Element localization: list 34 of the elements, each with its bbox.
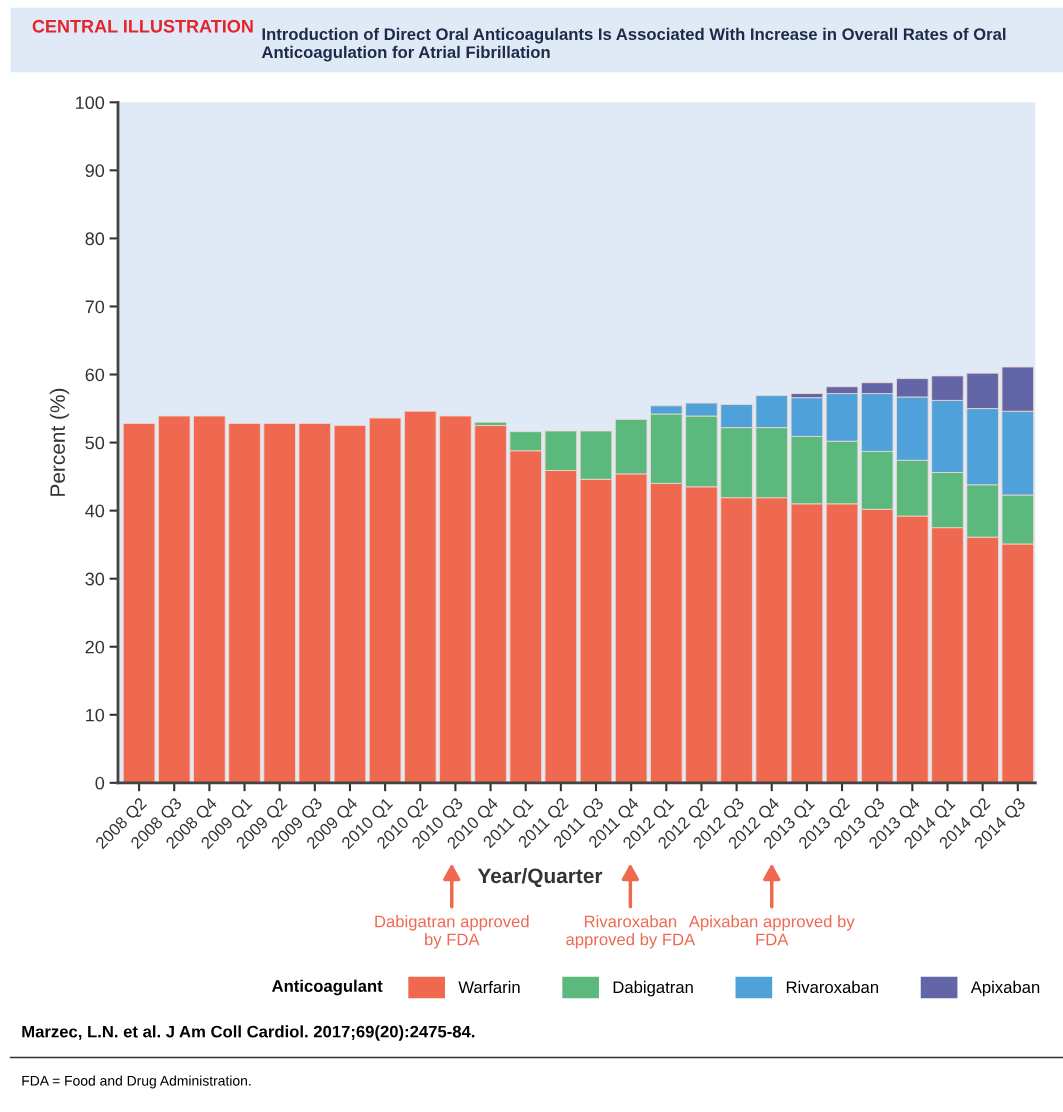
y-tick-label: 70 bbox=[85, 300, 105, 314]
y-tick-label: 90 bbox=[85, 164, 105, 178]
y-tick-label: 50 bbox=[85, 436, 105, 450]
bar bbox=[193, 415, 226, 783]
y-tick-label: 30 bbox=[85, 572, 105, 586]
text: Marzec, L.N. et al. J Am Coll Cardiol. 2017;69(20):2475-84. bbox=[22, 1025, 475, 1041]
bar bbox=[404, 410, 437, 783]
legend-label: Dabigatran bbox=[613, 980, 693, 997]
legend-label: Apixaban bbox=[970, 980, 1040, 997]
bar bbox=[122, 423, 156, 783]
bar bbox=[333, 425, 367, 783]
bar bbox=[298, 423, 332, 783]
legend-label: Warfarin bbox=[458, 980, 520, 994]
legend-title: Anticoagulant bbox=[272, 979, 383, 996]
bar bbox=[263, 423, 296, 783]
y-tick-label: 100 bbox=[76, 96, 105, 110]
y-tick-label: 10 bbox=[86, 708, 105, 722]
y-tick-label: 20 bbox=[85, 640, 105, 654]
chart-subtitle: CENTRAL ILLUSTRATION bbox=[32, 19, 253, 33]
chart-title: Introduction of Direct Oral Anticoagulants Is Associated With Increase in Overall Rates of Oral Anticoagulation for Atrial Fibrillation bbox=[261, 27, 1006, 62]
y-tick-label: 40 bbox=[85, 504, 105, 518]
x-axis-title: Year/Quarter bbox=[477, 867, 603, 888]
bar bbox=[439, 415, 472, 783]
text: Dabigatran approved by FDA bbox=[375, 915, 529, 949]
bar bbox=[157, 415, 191, 783]
bar bbox=[368, 417, 402, 783]
legend-label: Rivaroxaban bbox=[786, 980, 879, 994]
text: FDA = Food and Drug Administration. bbox=[22, 1075, 251, 1089]
bar bbox=[474, 425, 507, 783]
y-axis-title: Percent (%) bbox=[49, 388, 70, 496]
y-tick-label: 0 bbox=[95, 776, 105, 790]
y-tick-label: 80 bbox=[85, 232, 105, 246]
y-tick-label: 60 bbox=[85, 368, 105, 382]
bar bbox=[228, 423, 261, 783]
